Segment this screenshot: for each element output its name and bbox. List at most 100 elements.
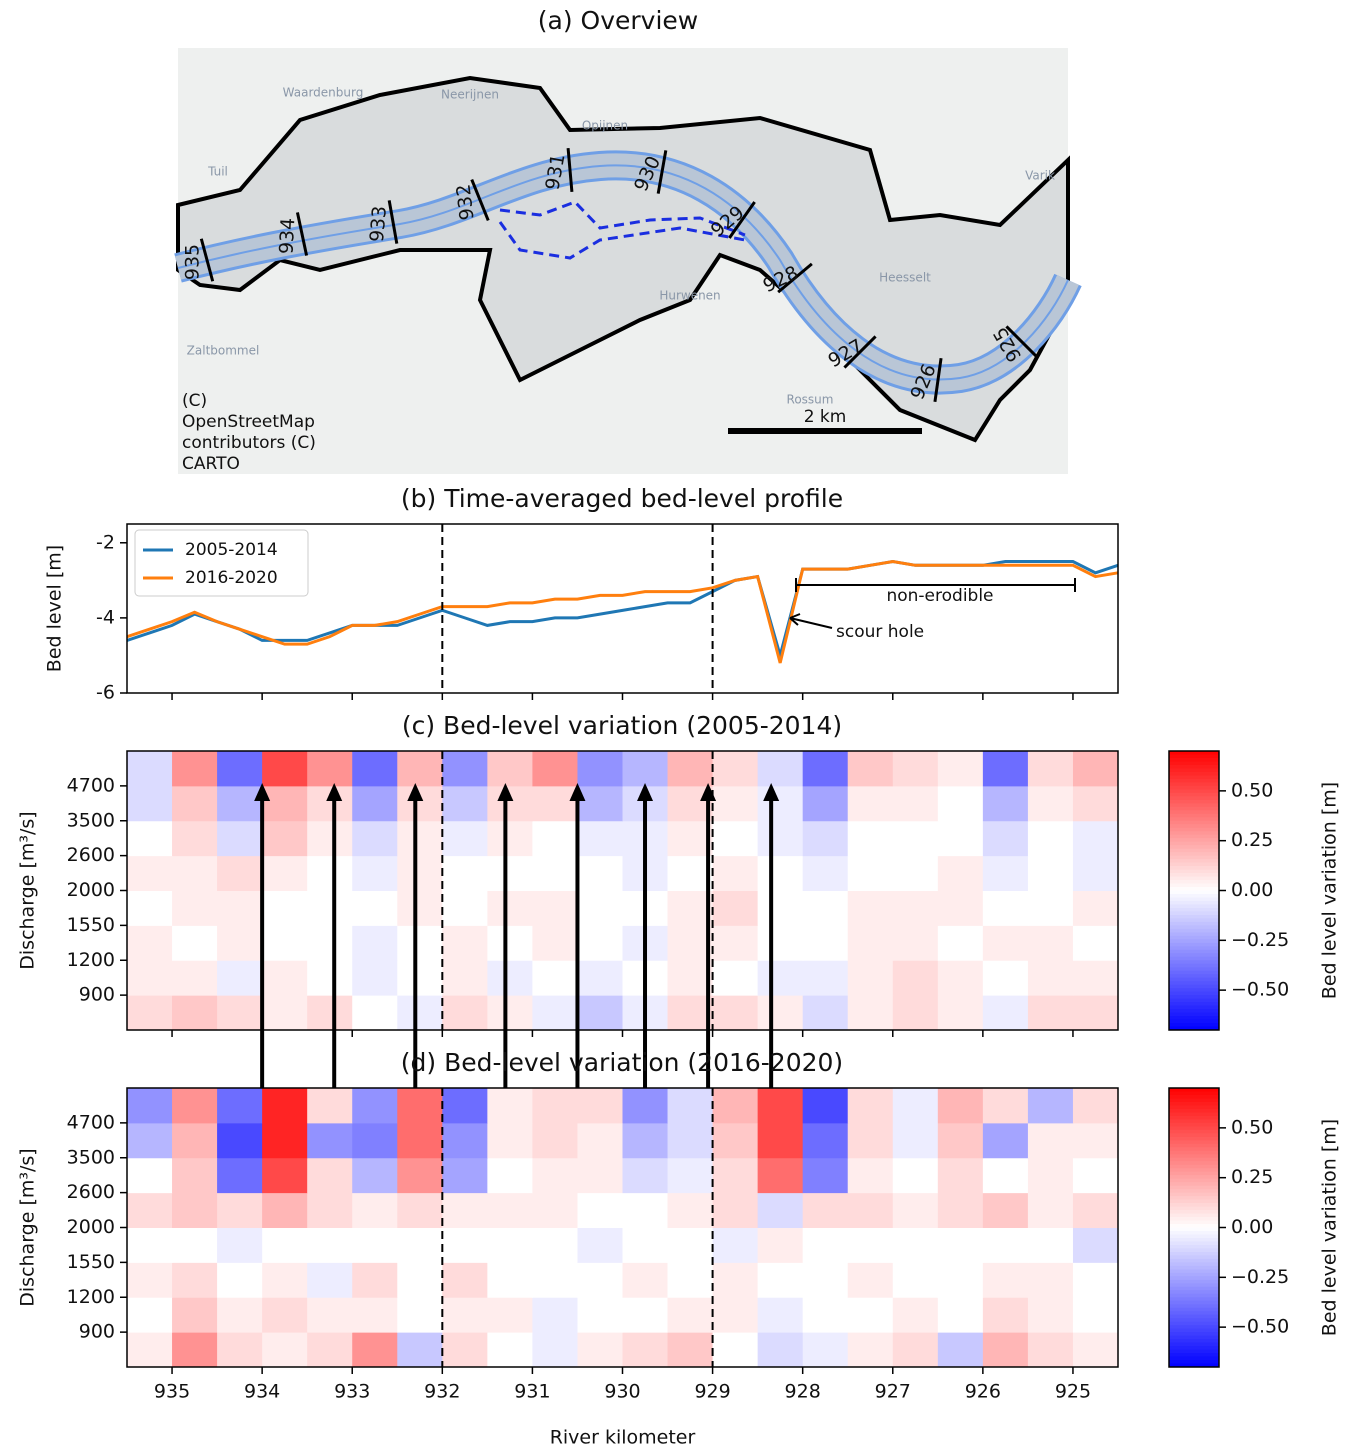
heat-cell [757, 1122, 804, 1159]
colorbar-step [1169, 1136, 1219, 1141]
heat-cell [937, 820, 984, 857]
heat-cell [1027, 751, 1074, 787]
heat-cell [397, 855, 443, 891]
y-axis-label: Bed level [m] [44, 545, 66, 672]
heat-cell [892, 960, 939, 996]
heat-cell [127, 1227, 173, 1263]
y-tick-label: 2000 [67, 1216, 115, 1238]
heat-cell [352, 1297, 398, 1333]
heat-cell [622, 1192, 669, 1228]
colorbar-step [1169, 803, 1219, 808]
heat-cell [622, 1332, 669, 1368]
heat-cell [847, 960, 894, 996]
heat-cell [667, 960, 714, 996]
heat-cell [577, 1227, 623, 1263]
heat-cell [487, 1332, 533, 1368]
annotation: scour hole [836, 622, 924, 642]
heat-cell [532, 1192, 578, 1228]
colorbar-step [1169, 1332, 1219, 1337]
colorbar-step [1169, 1220, 1219, 1225]
y-tick-label: 4700 [67, 774, 115, 796]
heat-cell [802, 1192, 849, 1228]
heat-cell [217, 855, 263, 891]
heat-cell [1072, 1297, 1119, 1333]
heat-cell [487, 785, 533, 822]
km-marker [777, 262, 813, 294]
heat-cell [487, 960, 533, 996]
heat-cell [802, 820, 849, 857]
heat-cell [982, 925, 1029, 961]
plot-frame [126, 523, 1119, 694]
heat-cell [352, 1192, 398, 1228]
colorbar-step [1169, 1199, 1219, 1204]
heat-cell [577, 1332, 623, 1368]
colorbar-step [1169, 824, 1219, 829]
colorbar-step [1169, 1213, 1219, 1218]
heat-cell [802, 925, 849, 961]
heat-cell [172, 1227, 218, 1263]
bracket [795, 578, 1076, 592]
colorbar-step [1169, 855, 1219, 860]
colorbar-step [1169, 1318, 1219, 1323]
heat-cell [712, 995, 759, 1031]
km-marker [1005, 325, 1039, 359]
heat-cell [982, 820, 1029, 857]
heat-cell [442, 1262, 488, 1298]
colorbar-step [1169, 792, 1219, 797]
y-tick-label: 4700 [67, 1111, 115, 1133]
colorbar-tick-label: 0.00 [1231, 1216, 1273, 1238]
heat-cell [577, 820, 623, 857]
y-tick-label: 2600 [67, 1181, 115, 1203]
heat-cell [127, 1297, 173, 1333]
colorbar-step [1169, 1325, 1219, 1330]
heat-cell [667, 1192, 714, 1228]
heat-cell [802, 1227, 849, 1263]
heat-cell [937, 1192, 984, 1228]
colorbar-tick-label: 0.50 [1231, 779, 1273, 801]
heat-cell [532, 785, 578, 822]
heat-cell [1027, 960, 1074, 996]
heat-cell [172, 820, 218, 857]
legend-box [134, 529, 309, 597]
colorbar-step [1169, 967, 1219, 972]
colorbar-step [1169, 1311, 1219, 1316]
heat-cell [1027, 925, 1074, 961]
colorbar-step [1169, 1168, 1219, 1173]
heat-cell [532, 1122, 578, 1159]
colorbar-step [1169, 1237, 1219, 1242]
heat-cell [982, 1227, 1029, 1263]
heat-cell [307, 1332, 353, 1368]
colorbar-step [1169, 1335, 1219, 1340]
colorbar-step [1169, 956, 1219, 961]
heat-cell [937, 890, 984, 926]
colorbar-step [1169, 1356, 1219, 1361]
colorbar-step [1169, 817, 1219, 822]
colorbar-step [1169, 1265, 1219, 1270]
heat-cell [532, 960, 578, 996]
heat-cell [1072, 1088, 1119, 1124]
heat-cell [352, 995, 398, 1031]
heat-cell [1072, 995, 1119, 1031]
y-tick-label: 900 [79, 984, 115, 1006]
heat-cell [712, 1157, 759, 1194]
heat-cell [1027, 855, 1074, 891]
colorbar-step [1169, 1189, 1219, 1194]
heat-cell [802, 1122, 849, 1159]
heat-cell [757, 890, 804, 926]
heat-cell [892, 890, 939, 926]
heat-cell [1072, 785, 1119, 822]
colorbar-step [1169, 946, 1219, 951]
heat-cell [487, 1262, 533, 1298]
heat-cell [757, 1192, 804, 1228]
colorbar-tick-label: −0.25 [1231, 1266, 1289, 1288]
colorbar-label: Bed level variation [m] [1319, 782, 1341, 999]
heat-cell [667, 1332, 714, 1368]
colorbar-tick-label: 0.50 [1231, 1116, 1273, 1138]
heat-cell [397, 1192, 443, 1228]
heat-cell [892, 751, 939, 787]
heat-cell [622, 751, 669, 787]
place-label: Opijnen [582, 119, 628, 133]
colorbar-step [1169, 1023, 1219, 1028]
colorbar-step [1169, 785, 1219, 790]
heat-cell [712, 1122, 759, 1159]
